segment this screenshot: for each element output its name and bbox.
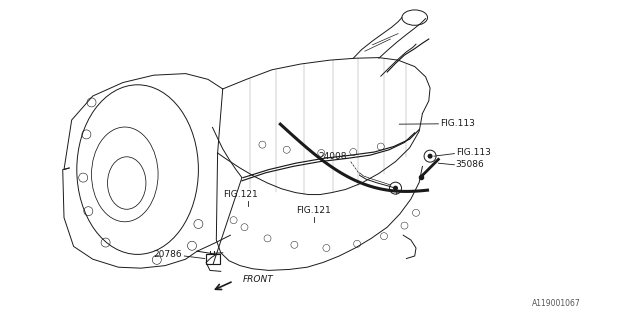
Text: FIG.113: FIG.113	[440, 119, 475, 128]
Bar	[206, 254, 220, 264]
Circle shape	[428, 154, 433, 159]
Text: FIG.121: FIG.121	[223, 190, 257, 199]
Text: A119001067: A119001067	[532, 299, 581, 308]
Text: FIG.121: FIG.121	[296, 206, 331, 215]
Circle shape	[393, 186, 398, 191]
Text: FRONT: FRONT	[243, 276, 274, 284]
Text: 20786: 20786	[154, 250, 182, 259]
Text: FIG.113: FIG.113	[456, 148, 490, 157]
Text: 24008: 24008	[318, 152, 347, 161]
Text: 35086: 35086	[456, 160, 484, 169]
